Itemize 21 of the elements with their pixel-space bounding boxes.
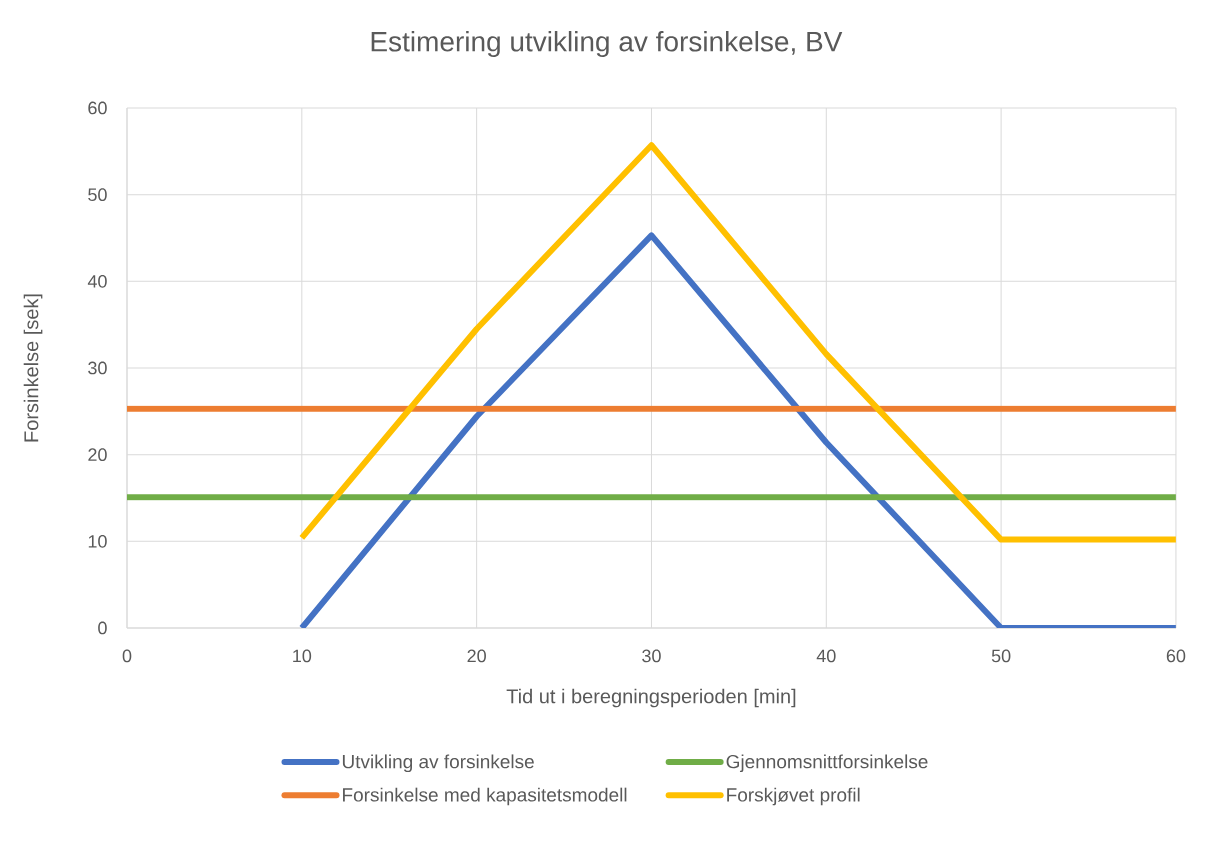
- legend-label: Utvikling av forsinkelse: [342, 754, 534, 773]
- y-tick-label: 0: [98, 621, 107, 635]
- x-tick-label: 40: [816, 649, 836, 663]
- y-tick-label: 10: [88, 534, 107, 548]
- y-axis-title: Forsinkelse [sek]: [23, 294, 43, 442]
- y-tick-label: 20: [88, 448, 107, 462]
- x-tick-label: 10: [293, 649, 312, 663]
- legend-label: Forskjøvet profil: [727, 787, 860, 806]
- chart-title: Estimering utvikling av forsinkelse, BV: [371, 30, 843, 58]
- legend-label: Gjennomsnittforsinkelse: [726, 754, 928, 773]
- y-tick-label: 40: [87, 274, 107, 288]
- x-tick-label: 60: [1166, 649, 1186, 663]
- x-axis-title: Tid ut i beregningsperioden [min]: [506, 688, 796, 708]
- x-tick-label: 0: [122, 649, 132, 663]
- legend-label: Forsinkelse med kapasitetsmodell: [343, 787, 627, 806]
- x-tick-label: 50: [991, 649, 1011, 663]
- y-tick-label: 50: [88, 188, 107, 202]
- x-tick-label: 30: [642, 649, 661, 663]
- y-tick-label: 30: [88, 361, 107, 375]
- y-tick-label: 60: [88, 101, 107, 115]
- x-tick-label: 20: [467, 649, 486, 663]
